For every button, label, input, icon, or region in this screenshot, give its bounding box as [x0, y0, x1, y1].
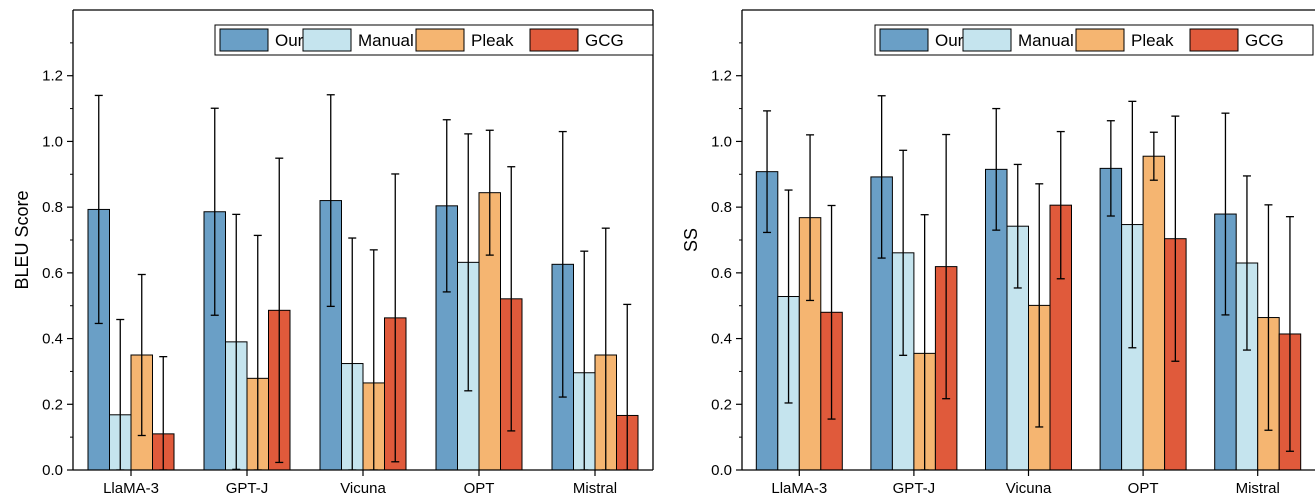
x-tick-label-llama-3: LlaMA-3 [103, 480, 159, 497]
error-bar-our-opt [1106, 120, 1115, 217]
legend-label-pleak: Pleak [471, 31, 514, 50]
legend-label-pleak: Pleak [1131, 31, 1174, 50]
y-tick-label: 1.0 [711, 133, 732, 150]
error-bar-manual-llama-3 [116, 318, 125, 470]
x-tick-label-opt: OPT [464, 480, 495, 497]
legend-swatch-our [219, 28, 269, 52]
x-tick-label-vicuna: Vicuna [340, 480, 386, 497]
x-tick-label-opt: OPT [1128, 480, 1159, 497]
y-tick-label: 0.4 [711, 331, 732, 348]
error-bar-our-opt [442, 119, 451, 293]
error-bar-pleak-llama-3 [137, 273, 146, 437]
y-tick-label: 1.0 [42, 133, 63, 150]
legend: Our Manual Pleak GCG [874, 24, 1314, 56]
chart-panel-1: 0.0 0.2 0.4 0.6 0.8 1.0 1.2 LlaMA-3 GPT-J Vicuna O… [12, 9, 654, 497]
error-bar-manual-gpt-j [232, 213, 241, 470]
error-bar-pleak-mistral [601, 227, 610, 470]
error-bar-gcg-opt [507, 166, 516, 432]
error-bar-manual-opt [1128, 100, 1137, 349]
legend-swatch-manual [962, 28, 1012, 52]
error-bar-manual-llama-3 [784, 189, 793, 404]
x-tick-label-mistral: Mistral [573, 480, 617, 497]
legend-swatch-our [879, 28, 929, 52]
error-bar-gcg-llama-3 [827, 204, 836, 420]
error-bar-pleak-opt [1149, 131, 1158, 181]
error-bar-manual-vicuna [348, 237, 357, 470]
error-bar-manual-mistral [580, 250, 589, 470]
legend-swatch-manual [302, 28, 352, 52]
x-tick-label-gpt-j: GPT-J [226, 480, 269, 497]
error-bar-our-vicuna [326, 94, 335, 308]
chart-panel-2: 0.0 0.2 0.4 0.6 0.8 1.0 1.2 LlaMA-3 GPT-J Vicuna O… [681, 9, 1315, 497]
x-tick-label-llama-3: LlaMA-3 [771, 480, 827, 497]
error-bar-gcg-mistral [1285, 216, 1294, 452]
y-tick-label: 0.8 [711, 199, 732, 216]
error-bar-manual-gpt-j [899, 149, 908, 356]
error-bar-our-mistral [558, 130, 567, 398]
error-bar-pleak-gpt-j [920, 214, 929, 470]
error-bar-gcg-opt [1171, 115, 1180, 362]
legend-label-gcg: GCG [585, 31, 624, 50]
y-tick-label: 0.4 [42, 331, 63, 348]
y-tick-label: 0.8 [42, 199, 63, 216]
x-tick-label-vicuna: Vicuna [1006, 480, 1052, 497]
legend-label-our: Our [275, 31, 304, 50]
x-tick-label-mistral: Mistral [1236, 480, 1280, 497]
plot-area [755, 95, 1302, 470]
error-bar-gcg-vicuna [1056, 130, 1065, 280]
legend-label-manual: Manual [358, 31, 414, 50]
plot-area [87, 94, 639, 470]
y-axis-title: BLEU Score [12, 190, 32, 289]
error-bar-our-gpt-j [877, 95, 886, 259]
y-tick-label: 0.0 [42, 462, 63, 479]
error-bar-manual-mistral [1242, 175, 1251, 351]
error-bar-pleak-vicuna [1035, 183, 1044, 428]
bar-pleak-opt [1142, 155, 1166, 470]
legend-swatch-gcg [529, 28, 579, 52]
error-bar-our-llama-3 [763, 110, 772, 234]
error-bar-gcg-llama-3 [159, 355, 168, 470]
error-bar-gcg-mistral [623, 303, 632, 470]
y-tick-label: 0.6 [711, 265, 732, 282]
error-bar-pleak-mistral [1264, 204, 1273, 431]
legend-swatch-pleak [1075, 28, 1125, 52]
y-axis-title: SS [681, 228, 701, 252]
error-bar-our-llama-3 [94, 94, 103, 325]
y-tick-label: 1.2 [42, 68, 63, 85]
error-bar-manual-opt [464, 133, 473, 392]
error-bar-pleak-opt [485, 129, 494, 256]
error-bar-gcg-gpt-j [275, 157, 284, 464]
legend-label-gcg: GCG [1245, 31, 1284, 50]
error-bar-our-gpt-j [210, 107, 219, 316]
error-bar-pleak-llama-3 [806, 134, 815, 302]
legend-label-our: Our [935, 31, 964, 50]
error-bar-gcg-gpt-j [942, 133, 951, 400]
legend-swatch-gcg [1189, 28, 1239, 52]
error-bar-pleak-gpt-j [253, 234, 262, 470]
y-tick-label: 0.2 [42, 396, 63, 413]
error-bar-pleak-vicuna [369, 249, 378, 470]
legend-swatch-pleak [415, 28, 465, 52]
y-tick-label: 0.2 [711, 396, 732, 413]
error-bar-gcg-vicuna [391, 173, 400, 463]
y-tick-label: 0.6 [42, 265, 63, 282]
legend: Our Manual Pleak GCG [214, 24, 654, 56]
error-bar-our-mistral [1221, 112, 1230, 316]
y-tick-label: 1.2 [711, 68, 732, 85]
legend-label-manual: Manual [1018, 31, 1074, 50]
y-tick-label: 0.0 [711, 462, 732, 479]
x-tick-label-gpt-j: GPT-J [893, 480, 936, 497]
error-bar-manual-vicuna [1013, 163, 1022, 289]
error-bar-our-vicuna [992, 107, 1001, 231]
